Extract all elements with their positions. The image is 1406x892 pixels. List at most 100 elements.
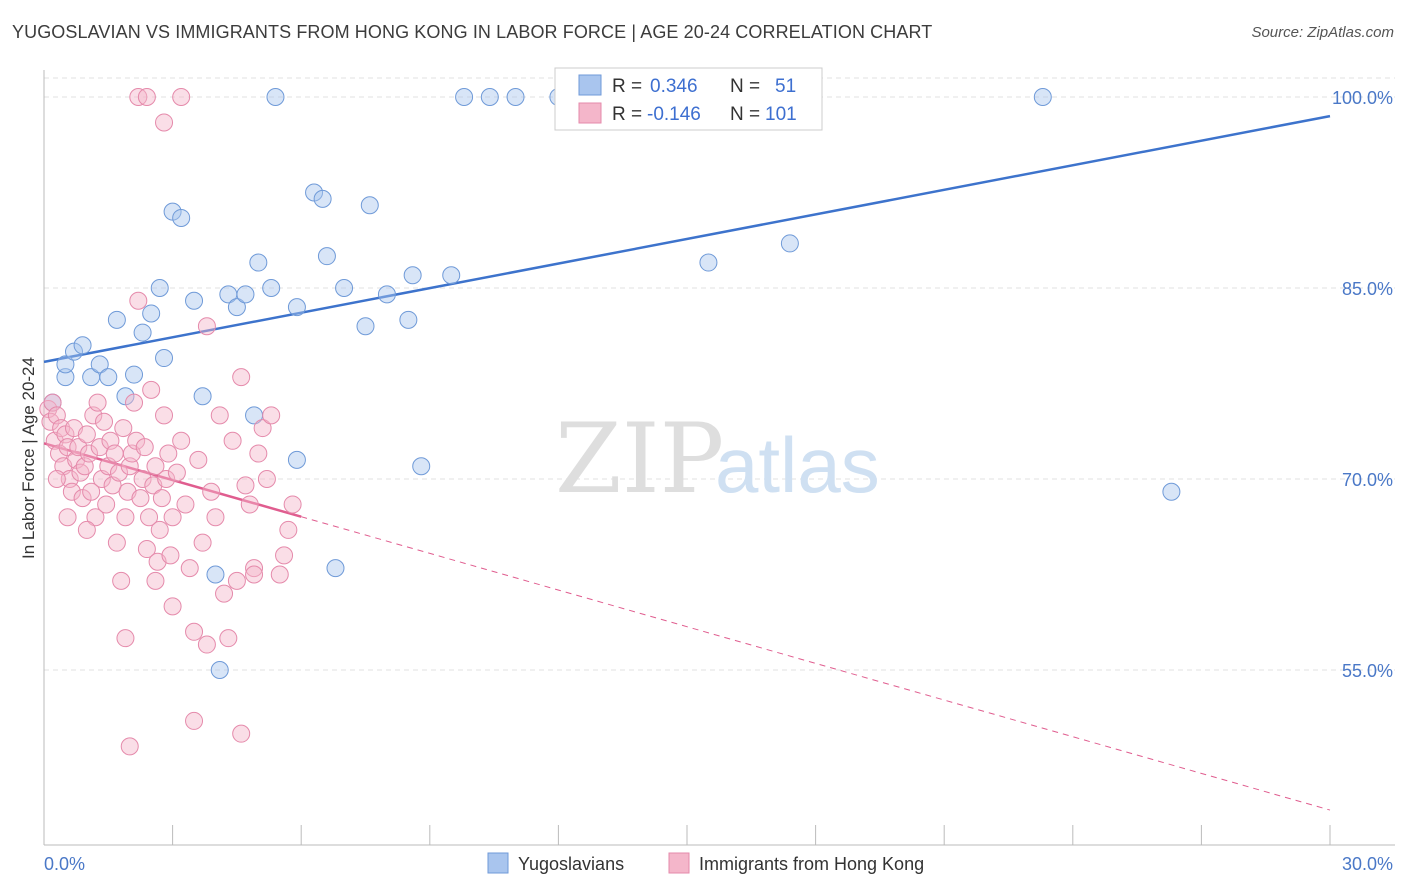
series-legend: Yugoslavians Immigrants from Hong Kong: [487, 852, 924, 874]
point-yugoslavian-18: [193, 387, 212, 406]
point-hong-kong-88: [77, 520, 96, 539]
point-hong-kong-62: [180, 559, 199, 578]
point-yugoslavian-6: [90, 355, 109, 374]
point-yugoslavian-2: [56, 355, 75, 374]
point-hong-kong-11: [62, 482, 81, 501]
point-hong-kong-93: [172, 88, 191, 106]
y-tick-labels: 55.0% 70.0% 85.0% 100.0%: [1332, 88, 1393, 681]
point-hong-kong-84: [279, 520, 298, 539]
point-yugoslavian-34: [335, 279, 354, 297]
point-yugoslavian-22: [227, 298, 246, 317]
point-hong-kong-77: [245, 559, 264, 578]
point-hong-kong-86: [47, 470, 66, 488]
point-hong-kong-78: [249, 444, 268, 463]
point-hong-kong-57: [161, 546, 180, 565]
series-label-hong-kong: Immigrants from Hong Kong: [699, 854, 924, 874]
point-hong-kong-59: [167, 463, 186, 482]
point-yugoslavian-35: [356, 317, 375, 336]
point-yugoslavian-42: [455, 88, 474, 106]
watermark-zip: ZIP: [555, 403, 724, 515]
x-tick-label-0: 0.0%: [44, 854, 85, 874]
point-hong-kong-89: [116, 629, 135, 648]
point-yugoslavian-29: [287, 450, 306, 469]
legend-n-value-1: 51: [775, 76, 796, 97]
point-hong-kong-26: [95, 412, 114, 431]
trend-line-yugoslavians: [43, 114, 1331, 364]
point-hong-kong-40: [125, 393, 144, 412]
point-hong-kong-80: [257, 470, 276, 488]
point-hong-kong-82: [270, 565, 289, 584]
point-yugoslavian-32: [317, 247, 336, 266]
point-yugoslavian-41: [442, 266, 461, 285]
point-hong-kong-44: [133, 470, 152, 488]
point-yugoslavian-46: [699, 253, 718, 272]
point-hong-kong-42: [129, 291, 148, 310]
point-hong-kong-95: [185, 711, 204, 730]
legend-r-value-2: -0.146: [647, 104, 701, 125]
y-axis-label: In Labor Force | Age 20-24: [19, 357, 38, 559]
point-hong-kong-58: [163, 508, 182, 527]
point-hong-kong-76: [240, 495, 259, 514]
point-hong-kong-64: [189, 450, 208, 469]
point-yugoslavian-26: [262, 279, 281, 297]
y-tick-label-3: 100.0%: [1332, 88, 1393, 108]
point-hong-kong-54: [155, 406, 174, 425]
y-tick-label-2: 85.0%: [1342, 279, 1393, 299]
point-yugoslavian-19: [206, 565, 225, 584]
point-hong-kong-45: [135, 438, 154, 457]
point-yugoslavian-11: [133, 323, 152, 342]
point-hong-kong-61: [176, 495, 195, 514]
point-hong-kong-73: [227, 571, 246, 590]
point-yugoslavian-23: [236, 285, 255, 304]
series-label-yugoslavians: Yugoslavians: [518, 854, 624, 874]
y-tick-label-0: 55.0%: [1342, 661, 1393, 681]
point-hong-kong-96: [232, 724, 251, 743]
legend-n-label-2: N =: [730, 104, 760, 125]
y-tick-label-1: 70.0%: [1342, 470, 1393, 490]
point-hong-kong-53: [152, 489, 171, 508]
point-hong-kong-1: [41, 412, 60, 431]
point-yugoslavian-37: [377, 285, 396, 304]
series-swatch-hong-kong: [668, 852, 690, 874]
point-hong-kong-63: [185, 622, 204, 641]
point-hong-kong-71: [219, 629, 238, 648]
point-hong-kong-87: [58, 508, 77, 527]
point-hong-kong-43: [131, 489, 150, 508]
point-yugoslavian-12: [142, 304, 161, 323]
watermark: ZIP atlas: [555, 403, 880, 515]
point-yugoslavian-17: [185, 291, 204, 310]
point-hong-kong-75: [236, 476, 255, 495]
point-hong-kong-74: [232, 368, 251, 387]
point-hong-kong-65: [193, 533, 212, 552]
point-yugoslavian-40: [412, 457, 431, 476]
point-hong-kong-48: [142, 380, 161, 399]
point-yugoslavian-33: [326, 559, 345, 578]
correlation-legend: R = 0.346 N = 51 R = -0.146 N = 101: [554, 67, 823, 131]
point-hong-kong-90: [120, 737, 139, 756]
legend-r-label-1: R =: [612, 76, 642, 97]
point-yugoslavian-25: [249, 253, 268, 272]
point-yugoslavian-38: [399, 310, 418, 329]
point-yugoslavian-10: [125, 365, 144, 384]
trend-line-hong-kong-dashed: [301, 516, 1331, 811]
point-hong-kong-47: [140, 508, 159, 527]
point-hong-kong-33: [110, 463, 129, 482]
point-hong-kong-9: [58, 438, 77, 457]
point-hong-kong-19: [80, 444, 99, 463]
x-tick-labels: 0.0% 30.0%: [44, 854, 1393, 874]
point-hong-kong-67: [202, 482, 221, 501]
point-hong-kong-35: [114, 419, 133, 438]
point-yugoslavian-36: [360, 196, 379, 215]
chart-title: YUGOSLAVIAN VS IMMIGRANTS FROM HONG KONG…: [12, 22, 933, 42]
legend-r-label-2: R =: [612, 104, 642, 125]
point-yugoslavian-16: [172, 208, 191, 227]
source-credit: Source: ZipAtlas.com: [1251, 24, 1394, 41]
point-hong-kong-83: [275, 546, 294, 565]
point-yugoslavian-48: [780, 234, 799, 253]
point-hong-kong-85: [283, 495, 302, 514]
point-yugoslavian-1: [56, 368, 75, 387]
watermark-atlas: atlas: [715, 421, 880, 509]
point-hong-kong-98: [245, 565, 264, 584]
point-yugoslavian-14: [155, 349, 174, 368]
point-yugoslavian-20: [210, 661, 229, 679]
